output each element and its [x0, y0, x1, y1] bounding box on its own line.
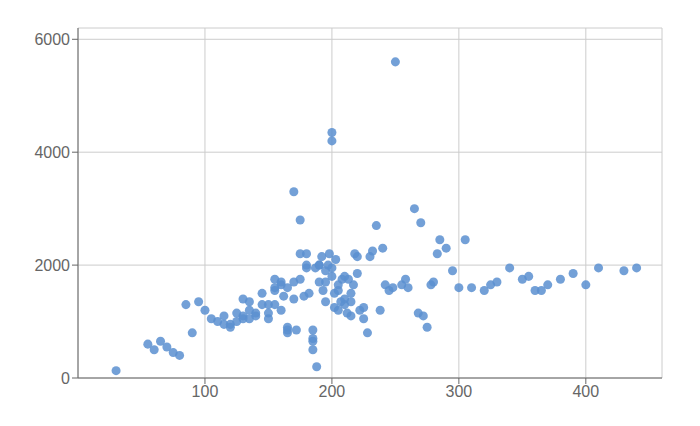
- svg-text:200: 200: [319, 383, 346, 400]
- svg-text:2000: 2000: [34, 257, 70, 274]
- svg-text:100: 100: [192, 383, 219, 400]
- svg-text:0: 0: [61, 370, 70, 387]
- svg-text:4000: 4000: [34, 144, 70, 161]
- svg-text:6000: 6000: [34, 31, 70, 48]
- svg-text:400: 400: [572, 383, 599, 400]
- svg-text:300: 300: [446, 383, 473, 400]
